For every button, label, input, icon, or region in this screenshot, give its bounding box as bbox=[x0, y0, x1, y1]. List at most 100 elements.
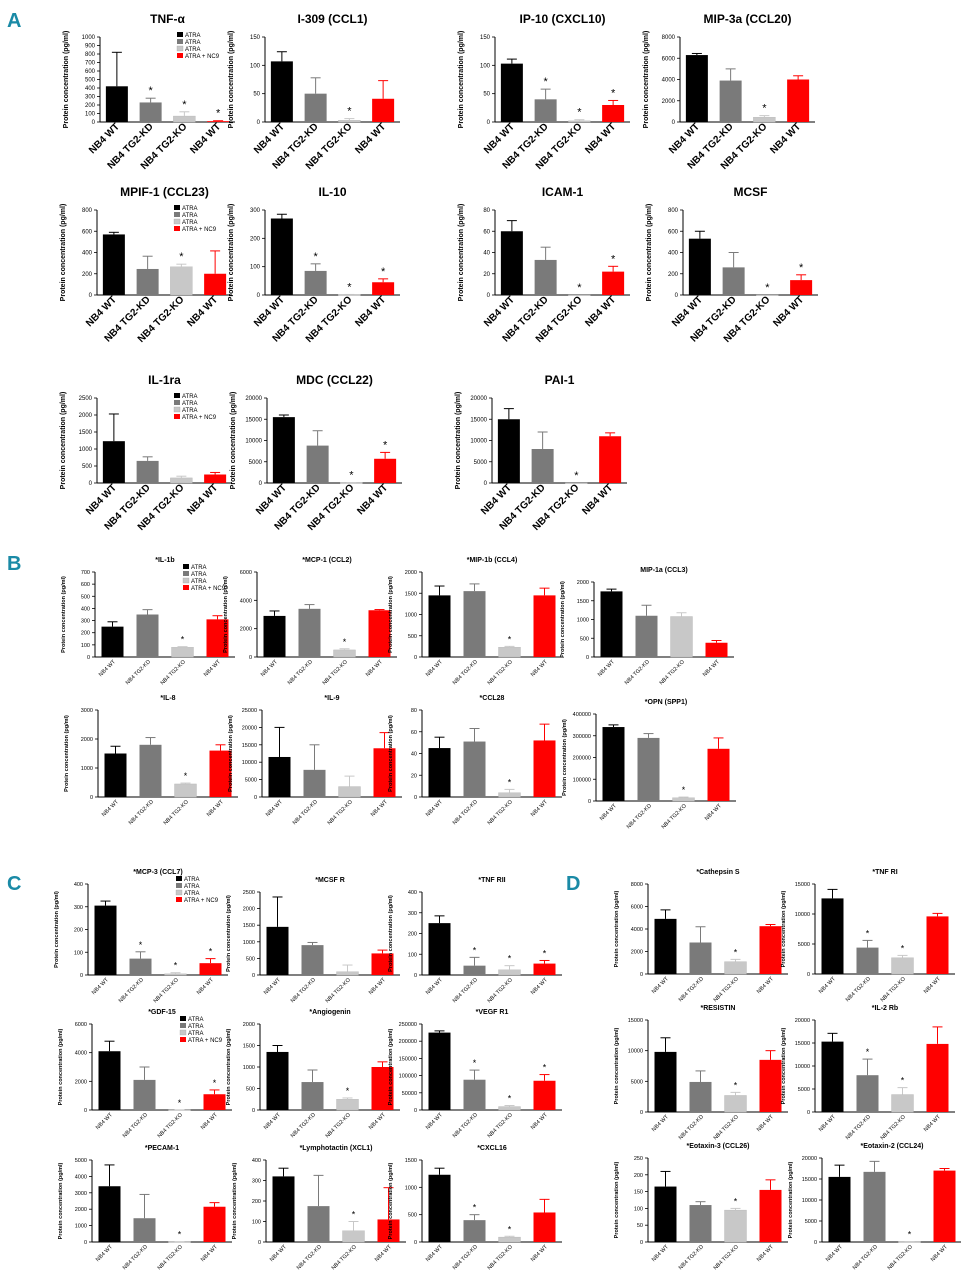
y-tick-label: 3000 bbox=[75, 1191, 87, 1197]
x-tick-label: NB4 TG2-KO bbox=[659, 659, 687, 687]
significance-star: * bbox=[577, 282, 582, 294]
bar bbox=[498, 1106, 521, 1111]
bar bbox=[338, 120, 361, 123]
bar bbox=[336, 1099, 359, 1111]
x-tick-label: NB4 TG2-KO bbox=[160, 659, 188, 687]
chart-title: *CXCL16 bbox=[477, 1145, 507, 1152]
significance-star: * bbox=[139, 940, 143, 950]
legend-swatch bbox=[183, 571, 189, 576]
significance-star: * bbox=[216, 108, 221, 120]
x-tick-label: NB4 WT bbox=[425, 659, 444, 678]
y-tick-label: 0 bbox=[640, 972, 643, 978]
x-tick-label: NB4 TG2-KD bbox=[287, 659, 314, 686]
x-tick-label: NB4 WT bbox=[185, 482, 220, 517]
chart-a4: MIP-3a (CCL20) Protein concentration (pg/… bbox=[643, 12, 815, 172]
x-tick-label: NB4 WT bbox=[353, 121, 388, 156]
y-axis-label: Protein concentration (pg/ml) bbox=[232, 1162, 238, 1239]
y-tick-label: 15000 bbox=[470, 417, 487, 423]
chart-b6: *IL-9 Protein concentration (pg/ml) 0 5000 1… bbox=[228, 695, 402, 826]
y-tick-label: 100 bbox=[250, 265, 261, 271]
y-axis-label: Protein concentration (pg/ml) bbox=[228, 204, 235, 302]
y-tick-label: 0 bbox=[414, 655, 417, 661]
legend-swatch bbox=[180, 1016, 186, 1021]
y-tick-label: 200 bbox=[668, 272, 679, 278]
chart-c9: *CXCL16 Protein concentration (pg/ml) 0 500… bbox=[388, 1145, 562, 1271]
x-tick-label: NB4 WT bbox=[425, 799, 444, 818]
x-tick-label: NB4 WT bbox=[185, 294, 220, 329]
legend-swatch bbox=[176, 45, 184, 52]
x-tick-label: NB4 WT bbox=[667, 121, 702, 156]
y-tick-label: 200 bbox=[74, 928, 83, 934]
bar bbox=[307, 1206, 330, 1242]
significance-star: * bbox=[179, 251, 184, 263]
bar bbox=[856, 947, 879, 974]
legend-label: ATRA bbox=[182, 213, 198, 219]
x-tick-label: NB4 WT bbox=[95, 1244, 114, 1263]
y-tick-label: 5000 bbox=[474, 460, 488, 466]
significance-star: * bbox=[383, 439, 388, 451]
significance-star: * bbox=[352, 1210, 356, 1220]
x-tick-label: NB4 WT bbox=[374, 1244, 393, 1263]
y-axis-label: Protein concentration (pg/ml) bbox=[58, 1028, 64, 1105]
y-tick-label: 15000 bbox=[242, 743, 257, 749]
chart-title: IP-10 (CXCL10) bbox=[519, 12, 605, 26]
y-axis-label: Protein concentration (pg/ml) bbox=[388, 715, 394, 792]
y-tick-label: 300 bbox=[74, 905, 83, 911]
y-tick-label: 150 bbox=[634, 1190, 643, 1196]
legend-label: ATRA bbox=[182, 220, 198, 226]
y-axis-label: Protein concentration (pg/ml) bbox=[60, 392, 67, 490]
legend-label: ATRA + NC9 bbox=[185, 54, 220, 60]
bar bbox=[428, 748, 451, 797]
y-tick-label: 200 bbox=[81, 631, 90, 637]
y-axis-label: Protein concentration (pg/ml) bbox=[458, 31, 465, 129]
y-tick-label: 0 bbox=[80, 973, 83, 979]
legend-label: ATRA bbox=[185, 47, 201, 53]
chart-title: IL-10 bbox=[318, 185, 346, 199]
x-tick-label: NB4 TG2-KO bbox=[487, 1244, 515, 1272]
chart-d3: *RESISTIN Protein concentration (pg/ml) 0 5… bbox=[614, 1005, 788, 1141]
x-tick-label: NB4 TG2-KO bbox=[487, 799, 515, 827]
chart-title: MPIF-1 (CCL23) bbox=[120, 185, 209, 199]
y-axis-label: Protein concentration (pg/ml) bbox=[781, 1027, 787, 1104]
y-tick-label: 10000 bbox=[628, 1049, 643, 1055]
x-tick-label: NB4 WT bbox=[702, 659, 721, 678]
y-tick-label: 60 bbox=[483, 229, 490, 235]
x-tick-label: NB4 TG2-KO bbox=[163, 799, 191, 827]
legend-swatch bbox=[180, 1023, 186, 1028]
chart-c5: *Angiogenin Protein concentration (pg/ml)… bbox=[226, 1009, 400, 1139]
bar bbox=[670, 616, 693, 658]
y-axis-label: Protein concentration (pg/ml) bbox=[61, 576, 67, 653]
y-tick-label: 600 bbox=[668, 229, 679, 235]
y-tick-label: 300 bbox=[250, 208, 261, 214]
bar bbox=[533, 1212, 556, 1242]
y-tick-label: 0 bbox=[672, 120, 676, 126]
significance-star: * bbox=[182, 99, 187, 111]
y-tick-label: 0 bbox=[84, 1240, 87, 1246]
y-tick-label: 300 bbox=[252, 1179, 261, 1185]
chart-a7: ICAM-1 Protein concentration (pg/ml) 0 20 40… bbox=[458, 185, 630, 345]
chart-title: *Cathepsin S bbox=[696, 869, 740, 876]
bar bbox=[463, 965, 486, 975]
bar bbox=[533, 740, 556, 797]
y-tick-label: 300 bbox=[85, 95, 96, 101]
bar bbox=[428, 1032, 451, 1110]
y-tick-label: 0 bbox=[252, 973, 255, 979]
bar bbox=[372, 98, 395, 122]
chart-title: I-309 (CCL1) bbox=[297, 12, 367, 26]
legend-label: ATRA bbox=[182, 401, 198, 407]
y-tick-label: 1500 bbox=[79, 430, 93, 436]
chart-a9: IL-1ra Protein concentration (pg/ml) 0 500 1… bbox=[60, 373, 232, 533]
y-tick-label: 700 bbox=[85, 61, 96, 67]
y-tick-label: 6000 bbox=[75, 1022, 87, 1028]
y-tick-label: 6000 bbox=[631, 905, 643, 911]
bar bbox=[102, 441, 125, 483]
chart-title: *TNF RI bbox=[872, 869, 897, 876]
bar bbox=[101, 626, 124, 657]
y-tick-label: 10000 bbox=[242, 760, 257, 766]
y-tick-label: 0 bbox=[89, 481, 93, 487]
y-tick-label: 10000 bbox=[470, 439, 487, 445]
legend-swatch bbox=[176, 876, 182, 881]
bar bbox=[498, 647, 521, 658]
bar bbox=[602, 271, 625, 295]
